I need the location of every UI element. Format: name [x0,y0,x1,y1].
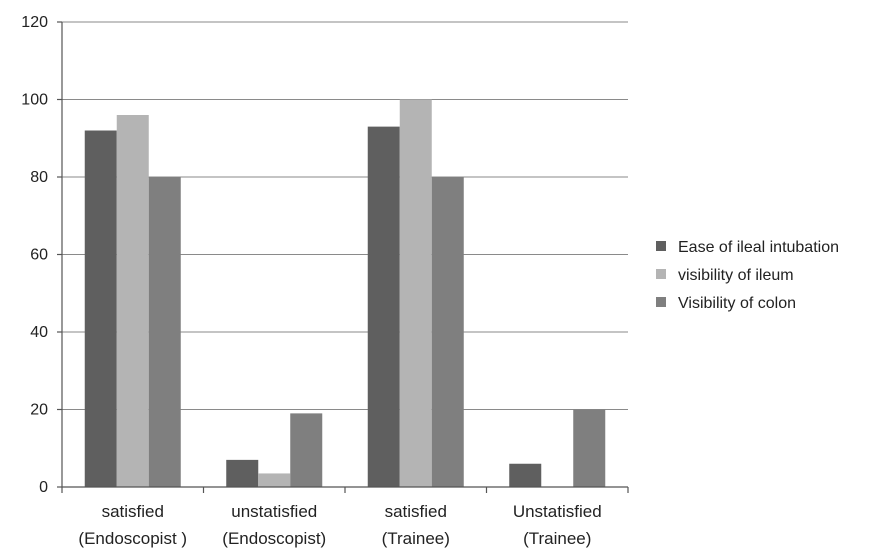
bar [226,459,259,487]
y-tick-label: 100 [21,92,48,109]
bar [399,99,432,487]
legend-label: Visibility of colon [678,295,796,312]
x-category-label: (Trainee) [523,529,591,548]
y-tick-label: 80 [30,169,48,186]
y-tick-label: 40 [30,324,48,341]
bar [116,115,149,487]
y-tick-label: 0 [39,479,48,496]
legend-swatch [656,269,666,279]
x-category-label: satisfied [102,502,164,521]
x-axis-labels: satisfied (Endoscopist ) unstatisfied (Endo… [78,502,601,548]
bars [84,99,606,487]
y-tick-label: 120 [21,14,48,31]
legend-label: visibility of ileum [678,267,794,284]
bar [290,413,323,487]
bar [573,409,606,487]
x-category-label: (Endoscopist ) [78,529,187,548]
bar [431,177,464,487]
bar [148,177,181,487]
bar [258,473,291,487]
x-category-label: (Endoscopist) [222,529,326,548]
y-tick-label: 60 [30,247,48,264]
bar [509,463,542,487]
x-category-label: Unstatisfied [513,502,602,521]
y-axis-ticks: 0 20 40 60 80 100 120 [21,14,48,496]
y-tick-label: 20 [30,402,48,419]
legend-swatch [656,297,666,307]
legend-swatch [656,241,666,251]
bar [84,130,117,487]
x-category-label: (Trainee) [382,529,450,548]
axes [57,21,629,493]
legend: Ease of ileal intubation visibility of il… [656,239,839,312]
x-category-label: satisfied [385,502,447,521]
legend-label: Ease of ileal intubation [678,239,839,256]
bar [367,126,400,487]
x-category-label: unstatisfied [231,502,317,521]
